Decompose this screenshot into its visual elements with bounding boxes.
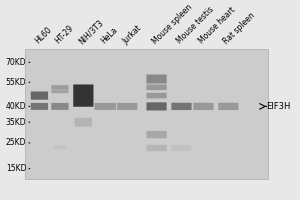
FancyBboxPatch shape bbox=[75, 118, 92, 127]
Text: HT-29: HT-29 bbox=[54, 24, 76, 46]
FancyBboxPatch shape bbox=[146, 84, 167, 90]
Text: HL60: HL60 bbox=[33, 25, 53, 46]
Text: Jurkat: Jurkat bbox=[121, 23, 143, 46]
FancyBboxPatch shape bbox=[51, 90, 69, 93]
Text: NIH/3T3: NIH/3T3 bbox=[77, 18, 105, 46]
Text: 55KD: 55KD bbox=[6, 78, 26, 87]
Text: 70KD: 70KD bbox=[6, 58, 26, 67]
Text: Mouse spleen: Mouse spleen bbox=[150, 2, 194, 46]
FancyBboxPatch shape bbox=[146, 93, 167, 98]
FancyBboxPatch shape bbox=[146, 102, 167, 110]
Text: 35KD: 35KD bbox=[6, 118, 26, 127]
FancyBboxPatch shape bbox=[171, 103, 192, 110]
FancyBboxPatch shape bbox=[146, 131, 167, 138]
Text: Mouse heart: Mouse heart bbox=[197, 6, 237, 46]
FancyBboxPatch shape bbox=[146, 75, 167, 83]
FancyBboxPatch shape bbox=[171, 145, 192, 151]
Text: 25KD: 25KD bbox=[6, 138, 26, 147]
FancyBboxPatch shape bbox=[218, 103, 238, 110]
Text: 40KD: 40KD bbox=[6, 102, 26, 111]
FancyBboxPatch shape bbox=[51, 85, 69, 89]
FancyBboxPatch shape bbox=[51, 103, 69, 110]
FancyBboxPatch shape bbox=[94, 103, 116, 110]
FancyBboxPatch shape bbox=[25, 49, 268, 179]
FancyBboxPatch shape bbox=[73, 84, 94, 107]
FancyBboxPatch shape bbox=[31, 103, 48, 110]
FancyBboxPatch shape bbox=[53, 145, 66, 149]
Text: Mouse testis: Mouse testis bbox=[175, 5, 216, 46]
FancyBboxPatch shape bbox=[193, 103, 214, 110]
Text: Rat spleen: Rat spleen bbox=[222, 11, 257, 46]
FancyBboxPatch shape bbox=[146, 145, 167, 151]
Text: 15KD: 15KD bbox=[6, 164, 26, 173]
FancyBboxPatch shape bbox=[31, 92, 48, 100]
FancyBboxPatch shape bbox=[117, 103, 137, 110]
Text: EIF3H: EIF3H bbox=[266, 102, 291, 111]
Text: HeLa: HeLa bbox=[99, 26, 119, 46]
